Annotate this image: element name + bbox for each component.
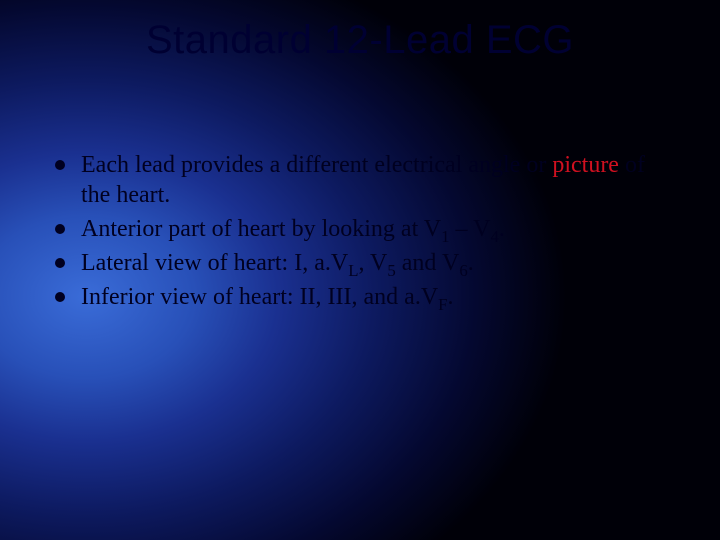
text-run: .: [499, 216, 505, 242]
text-run: Anterior part of heart by looking at V: [81, 216, 441, 242]
list-item: Lateral view of heart: I, a.VL, V5 and V…: [55, 248, 680, 278]
text-run: Inferior view of heart: II, III, and a.V: [81, 284, 438, 310]
bullet-text: Anterior part of heart by looking at V1 …: [81, 214, 680, 244]
subscript: F: [438, 295, 447, 314]
bullet-icon: [55, 258, 65, 268]
list-item: Each lead provides a different electrica…: [55, 150, 680, 210]
text-run: and V: [396, 250, 460, 276]
subscript: 4: [490, 227, 498, 246]
text-run: Each lead provides a different electrica…: [81, 152, 552, 178]
text-run: .: [448, 284, 454, 310]
subscript: 5: [387, 261, 395, 280]
bullet-icon: [55, 160, 65, 170]
bullet-list: Each lead provides a different electrica…: [55, 150, 680, 316]
subscript: 1: [441, 227, 449, 246]
subscript: L: [348, 261, 358, 280]
subscript: 6: [459, 261, 467, 280]
slide-title: Standard 12-Lead ECG: [0, 18, 720, 63]
list-item: Anterior part of heart by looking at V1 …: [55, 214, 680, 244]
text-run: .: [468, 250, 474, 276]
text-run: , V: [358, 250, 387, 276]
slide: Standard 12-Lead ECG Each lead provides …: [0, 0, 720, 540]
text-run: – V: [450, 216, 491, 242]
text-run: Lateral view of heart: I, a.V: [81, 250, 348, 276]
bullet-icon: [55, 224, 65, 234]
bullet-text: Each lead provides a different electrica…: [81, 150, 680, 210]
list-item: Inferior view of heart: II, III, and a.V…: [55, 282, 680, 312]
text-highlight: picture: [552, 152, 619, 178]
bullet-icon: [55, 292, 65, 302]
bullet-text: Lateral view of heart: I, a.VL, V5 and V…: [81, 248, 680, 278]
bullet-text: Inferior view of heart: II, III, and a.V…: [81, 282, 680, 312]
